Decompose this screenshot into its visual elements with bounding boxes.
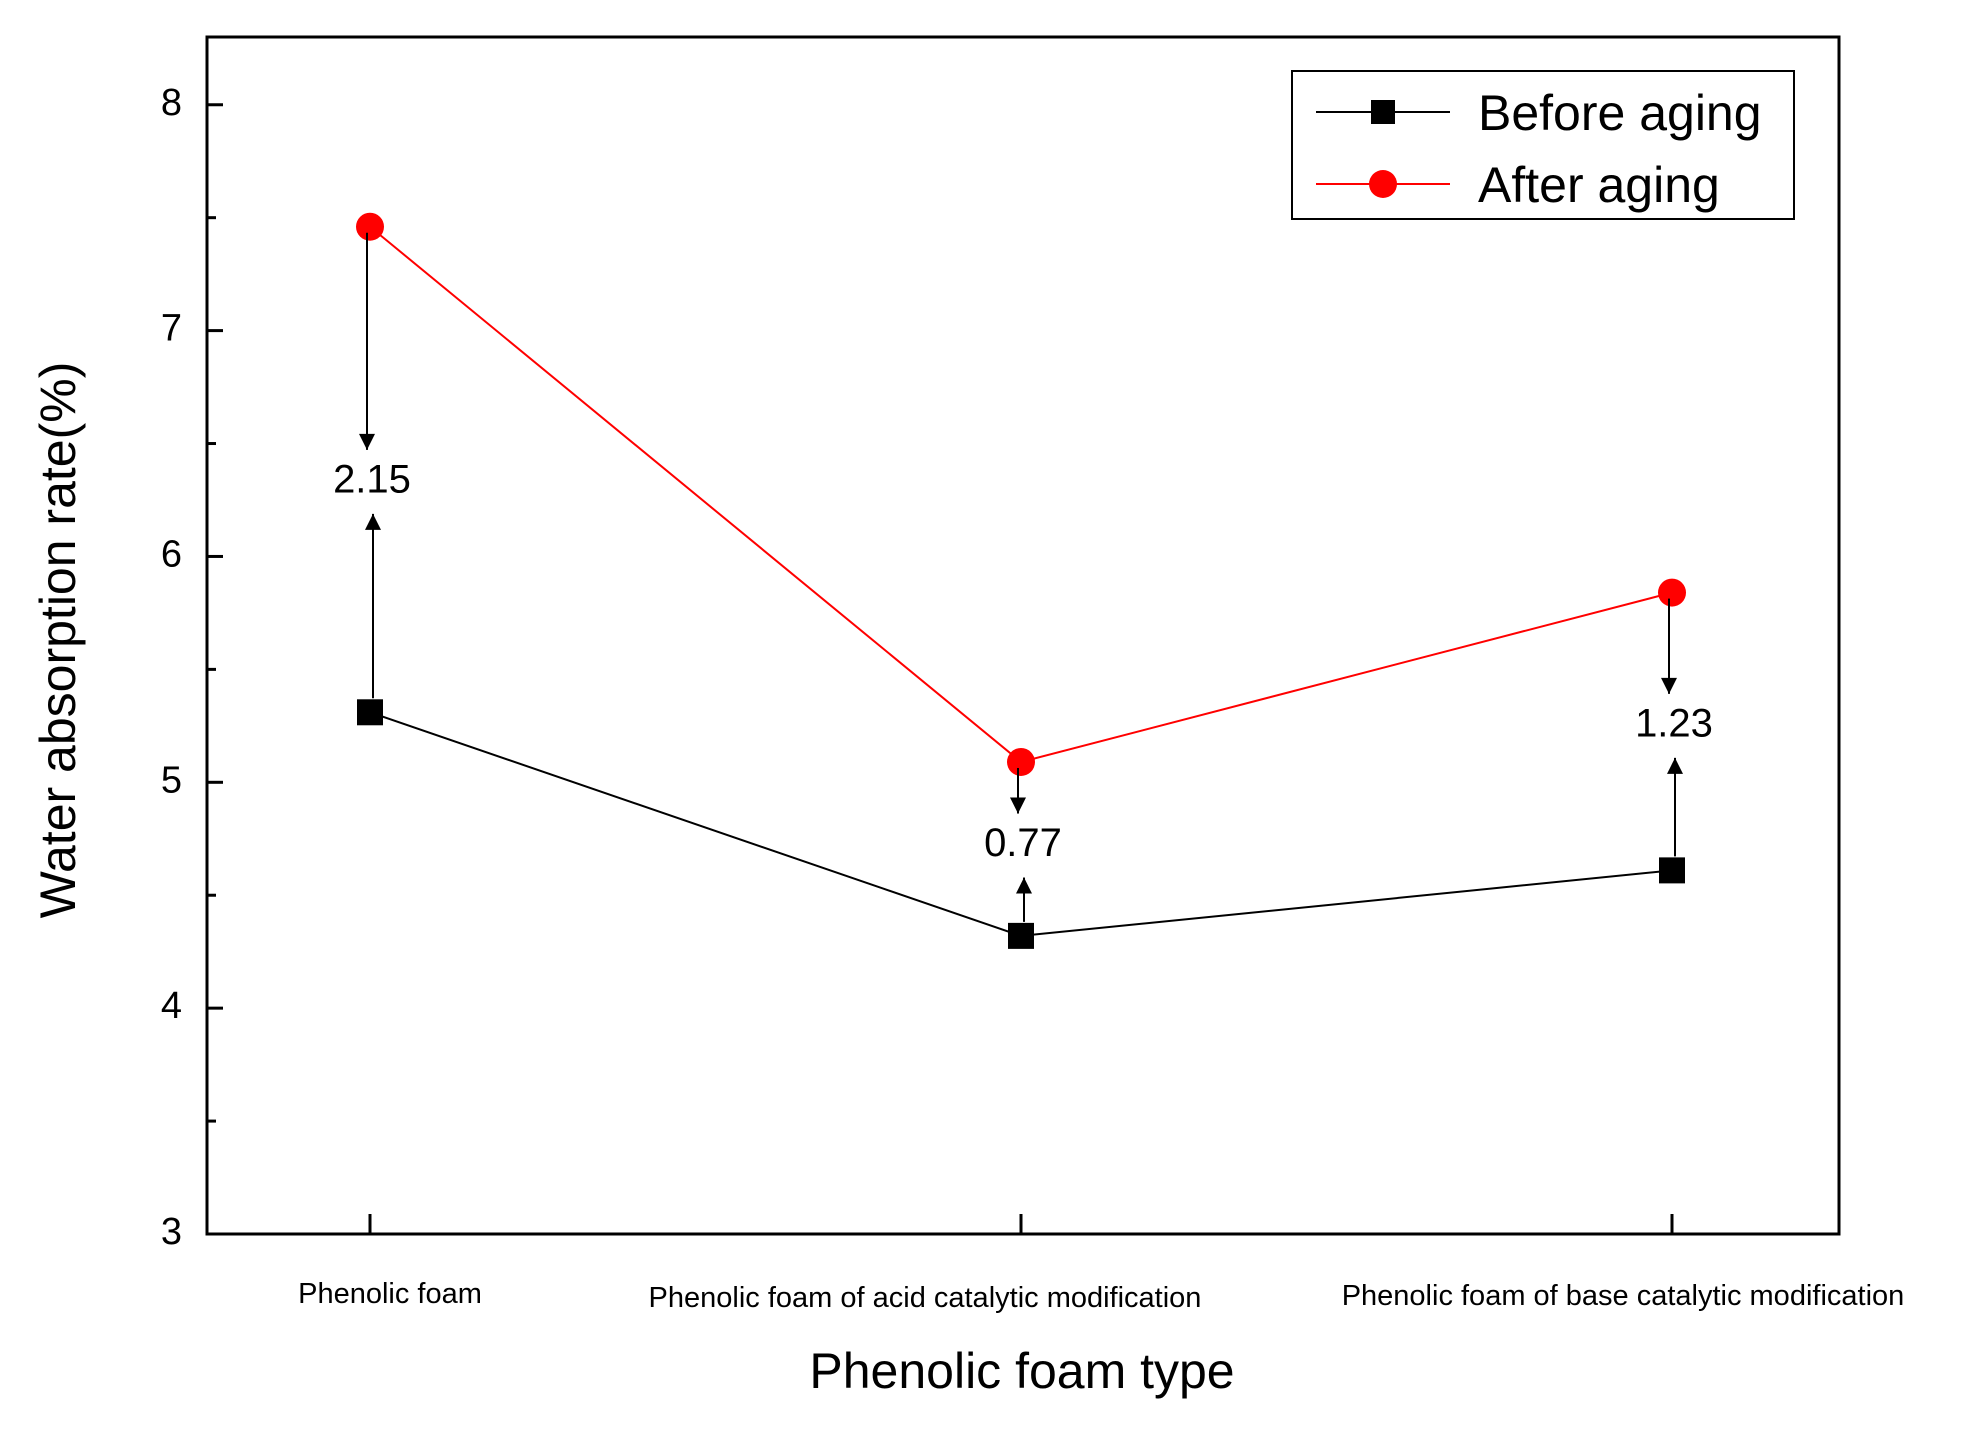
legend: Before aging After aging — [1291, 70, 1795, 220]
annotation-2: 0.77 — [984, 767, 1062, 922]
x-category-label: Phenolic foam of base catalytic modifica… — [1342, 1280, 1905, 1312]
series-layer — [356, 212, 1686, 949]
legend-label-before: Before aging — [1478, 85, 1762, 141]
y-tick-label: 8 — [161, 82, 182, 124]
data-point-circle — [1658, 578, 1686, 607]
y-tick-label: 7 — [161, 308, 182, 350]
series-before-aging — [357, 699, 1685, 949]
data-point-square — [1659, 857, 1685, 884]
y-axis-ticks: 3 4 5 6 7 8 — [161, 82, 223, 1253]
y-tick-label: 5 — [161, 759, 182, 801]
difference-annotations: 2.15 0.77 1.23 — [333, 232, 1713, 922]
annotation-3: 1.23 — [1635, 598, 1713, 857]
legend-marker-before — [1371, 100, 1395, 124]
difference-label: 1.23 — [1635, 701, 1713, 745]
y-axis-title: Water absorption rate(%) — [30, 362, 86, 919]
y-tick-label: 3 — [161, 1211, 182, 1253]
y-tick-label: 4 — [161, 985, 182, 1027]
legend-marker-after — [1369, 170, 1397, 198]
series-after-aging — [356, 212, 1686, 776]
legend-label-after: After aging — [1478, 157, 1720, 213]
difference-label: 2.15 — [333, 457, 411, 501]
x-category-label: Phenolic foam — [298, 1278, 482, 1310]
y-tick-label: 6 — [161, 533, 182, 575]
annotation-1: 2.15 — [333, 232, 411, 699]
data-point-circle — [356, 212, 384, 241]
series-line — [369, 225, 1673, 764]
data-point-square — [1008, 922, 1034, 949]
x-axis-ticks: Phenolic foam Phenolic foam of acid catal… — [298, 1214, 1904, 1314]
plot-frame — [205, 35, 1841, 1236]
data-point-circle — [1007, 747, 1035, 776]
x-category-label: Phenolic foam of acid catalytic modifica… — [649, 1282, 1202, 1314]
difference-label: 0.77 — [984, 821, 1062, 865]
data-point-square — [357, 699, 383, 726]
x-axis-title: Phenolic foam type — [809, 1343, 1234, 1399]
